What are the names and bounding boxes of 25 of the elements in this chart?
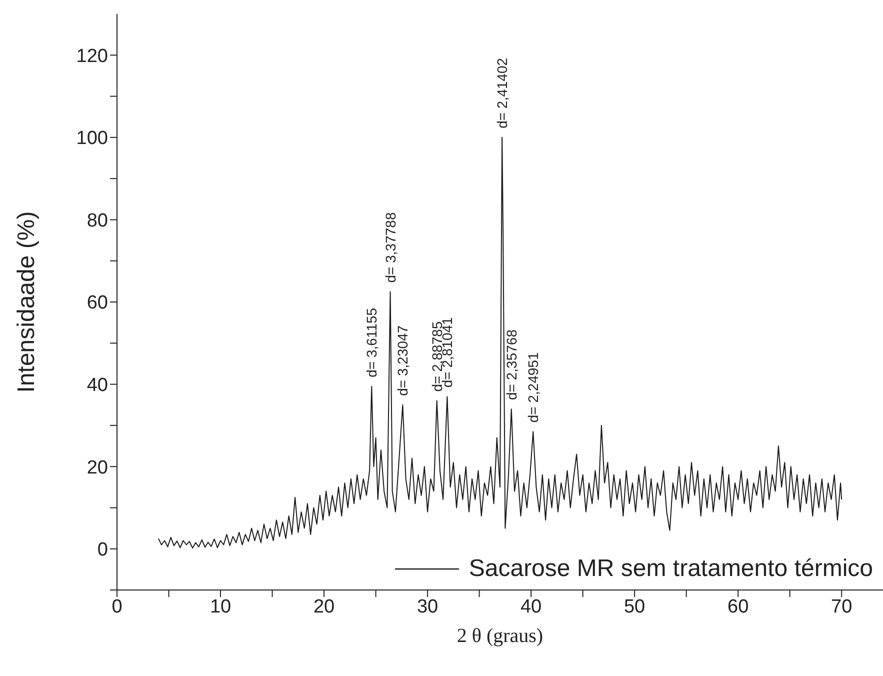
annotation: d= 2,24951 xyxy=(525,352,542,423)
x-tick-label: 50 xyxy=(624,596,646,618)
x-tick-label: 0 xyxy=(112,596,122,618)
y-tick-label: 100 xyxy=(76,128,108,150)
y-tick-label: 60 xyxy=(86,292,108,314)
x-axis-title: 2 θ (graus) xyxy=(456,625,544,647)
x-tick-label: 60 xyxy=(728,596,749,618)
x-tick-label: 40 xyxy=(520,596,542,618)
x-tick-label: 30 xyxy=(416,596,438,618)
annotation: d= 3,23047 xyxy=(394,325,411,396)
y-tick-label: 0 xyxy=(97,540,108,561)
annotation: d= 3,37788 xyxy=(382,212,398,283)
x-tick-label: 20 xyxy=(313,596,335,618)
annotation: d= 2,35768 xyxy=(503,329,520,400)
x-tick-label: 70 xyxy=(831,596,852,618)
y-tick-label: 20 xyxy=(86,457,108,478)
line-series xyxy=(158,136,842,549)
y-tick-label: 40 xyxy=(86,375,108,396)
x-tick-label: 10 xyxy=(210,596,232,618)
y-axis-title: Intensidaade (%) xyxy=(13,211,40,393)
legend-label: Sacarose MR sem tratamento térmico xyxy=(468,555,873,583)
annotation: d= 3,61155 xyxy=(364,308,380,378)
y-tick-label: 120 xyxy=(76,46,108,67)
annotation: d= 2,41402 xyxy=(494,58,510,128)
y-tick-label: 80 xyxy=(86,210,108,232)
